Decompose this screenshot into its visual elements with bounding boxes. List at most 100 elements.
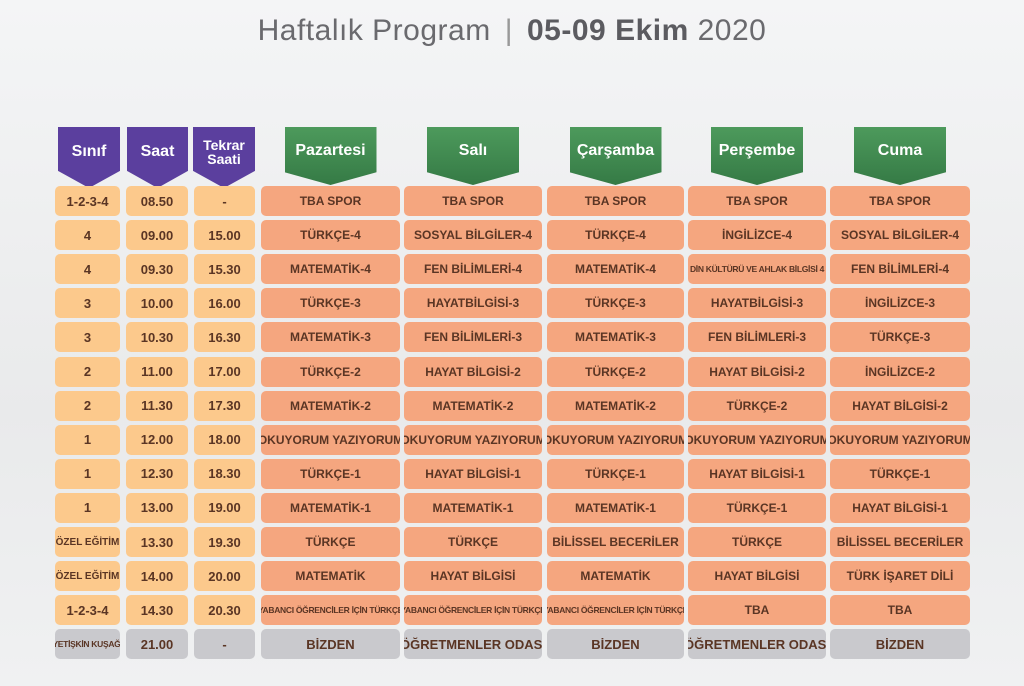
cell-day-0: TÜRKÇE — [261, 527, 400, 557]
cell-day-1: HAYATBİLGİSİ-3 — [404, 288, 542, 319]
cell-day-0: MATEMATİK-1 — [261, 492, 400, 523]
cell-saat: 10.30 — [126, 322, 188, 353]
title-year: 2020 — [697, 14, 767, 47]
cell-day-2: MATEMATİK-3 — [547, 322, 684, 353]
cell-day-1: TBA SPOR — [404, 186, 542, 216]
cell-day-1: TÜRKÇE — [404, 527, 542, 557]
cell-tekrar: 15.00 — [194, 220, 255, 251]
cell-tekrar: 15.30 — [194, 254, 255, 285]
cell-day-2: TÜRKÇE-2 — [547, 356, 684, 387]
header-day-0: Pazartesi — [284, 127, 377, 185]
cell-day-4: TÜRKÇE-1 — [830, 458, 970, 489]
cell-day-1: HAYAT BİLGİSİ-1 — [404, 458, 542, 489]
cell-sinif: 1-2-3-4 — [55, 186, 120, 216]
cell-sinif: 2 — [55, 390, 120, 421]
cell-day-2: MATEMATİK-4 — [547, 254, 684, 285]
cell-day-0: MATEMATİK-3 — [261, 322, 400, 353]
cell-tekrar: 18.00 — [194, 424, 255, 455]
cell-day-0: MATEMATİK-4 — [261, 254, 400, 285]
cell-saat: 12.00 — [126, 424, 188, 455]
cell-day-4: TBA SPOR — [830, 186, 970, 216]
cell-day-0: TÜRKÇE-4 — [261, 220, 400, 251]
cell-saat: 21.00 — [126, 629, 188, 660]
cell-day-3: ÖĞRETMENLER ODASI — [688, 629, 826, 660]
cell-day-0: YABANCI ÖĞRENCİLER İÇİN TÜRKÇE — [261, 595, 400, 626]
cell-tekrar: - — [194, 186, 255, 216]
cell-day-0: TÜRKÇE-1 — [261, 458, 400, 489]
cell-day-0: MATEMATİK-2 — [261, 390, 400, 421]
cell-day-3: HAYAT BİLGİSİ-2 — [688, 356, 826, 387]
cell-day-2: TÜRKÇE-3 — [547, 288, 684, 319]
cell-tekrar: 18.30 — [194, 458, 255, 489]
title-prefix: Haftalık Program — [257, 14, 491, 47]
cell-day-0: OKUYORUM YAZIYORUM — [261, 424, 400, 455]
cell-tekrar: 17.30 — [194, 390, 255, 421]
cell-day-2: BİZDEN — [547, 629, 684, 660]
cell-day-2: MATEMATİK-2 — [547, 390, 684, 421]
cell-day-3: OKUYORUM YAZIYORUM — [688, 424, 826, 455]
cell-saat: 11.00 — [126, 356, 188, 387]
cell-sinif: ÖZEL EĞİTİM — [55, 527, 120, 557]
cell-day-0: MATEMATİK — [261, 561, 400, 592]
header-day-1: Salı — [427, 127, 519, 185]
cell-sinif: ÖZEL EĞİTİM — [55, 561, 120, 592]
cell-day-0: TÜRKÇE-3 — [261, 288, 400, 319]
cell-day-1: HAYAT BİLGİSİ-2 — [404, 356, 542, 387]
cell-day-3: TÜRKÇE-2 — [688, 390, 826, 421]
cell-sinif: 4 — [55, 254, 120, 285]
cell-saat: 11.30 — [126, 390, 188, 421]
cell-day-2: MATEMATİK-1 — [547, 492, 684, 523]
cell-day-4: SOSYAL BİLGİLER-4 — [830, 220, 970, 251]
cell-day-2: OKUYORUM YAZIYORUM — [547, 424, 684, 455]
cell-tekrar: 16.30 — [194, 322, 255, 353]
cell-day-1: YABANCI ÖĞRENCİLER İÇİN TÜRKÇE — [404, 595, 542, 626]
cell-saat: 12.30 — [126, 458, 188, 489]
cell-day-1: OKUYORUM YAZIYORUM — [404, 424, 542, 455]
cell-day-2: TÜRKÇE-1 — [547, 458, 684, 489]
cell-day-2: BİLİSSEL BECERİLER — [547, 527, 684, 557]
cell-sinif: 1 — [55, 492, 120, 523]
cell-day-1: MATEMATİK-2 — [404, 390, 542, 421]
cell-day-1: FEN BİLİMLERİ-4 — [404, 254, 542, 285]
cell-saat: 14.30 — [126, 595, 188, 626]
cell-saat: 13.30 — [126, 527, 188, 557]
cell-day-0: TÜRKÇE-2 — [261, 356, 400, 387]
cell-saat: 13.00 — [126, 492, 188, 523]
header-day-4: Cuma — [854, 127, 946, 185]
cell-day-4: OKUYORUM YAZIYORUM — [830, 424, 970, 455]
cell-sinif: 3 — [55, 288, 120, 319]
cell-sinif: 4 — [55, 220, 120, 251]
cell-day-1: MATEMATİK-1 — [404, 492, 542, 523]
cell-tekrar: 19.30 — [194, 527, 255, 557]
cell-day-3: İNGİLİZCE-4 — [688, 220, 826, 251]
header-sinif: Sınıf — [58, 127, 120, 188]
header-saat: Saat — [127, 127, 188, 188]
cell-day-1: SOSYAL BİLGİLER-4 — [404, 220, 542, 251]
header-day-2: Çarşamba — [569, 127, 662, 185]
cell-tekrar: 20.30 — [194, 595, 255, 626]
cell-day-3: HAYAT BİLGİSİ-1 — [688, 458, 826, 489]
cell-sinif: 3 — [55, 322, 120, 353]
cell-day-2: MATEMATİK — [547, 561, 684, 592]
cell-day-4: TÜRK İŞARET DİLİ — [830, 561, 970, 592]
cell-saat: 09.00 — [126, 220, 188, 251]
cell-sinif: 1 — [55, 424, 120, 455]
cell-day-3: TÜRKÇE-1 — [688, 492, 826, 523]
cell-saat: 10.00 — [126, 288, 188, 319]
cell-day-4: BİLİSSEL BECERİLER — [830, 527, 970, 557]
cell-day-4: HAYAT BİLGİSİ-2 — [830, 390, 970, 421]
cell-day-4: TBA — [830, 595, 970, 626]
cell-day-3: HAYAT BİLGİSİ — [688, 561, 826, 592]
cell-day-0: BİZDEN — [261, 629, 400, 660]
cell-day-2: TBA SPOR — [547, 186, 684, 216]
cell-day-3: TBA — [688, 595, 826, 626]
cell-day-3: FEN BİLİMLERİ-3 — [688, 322, 826, 353]
cell-sinif: YETİŞKİN KUŞAĞI — [55, 629, 120, 660]
cell-day-2: TÜRKÇE-4 — [547, 220, 684, 251]
cell-day-3: DİN KÜLTÜRÜ VE AHLAK BİLGİSİ 4 — [688, 254, 826, 285]
cell-day-3: HAYATBİLGİSİ-3 — [688, 288, 826, 319]
cell-day-4: İNGİLİZCE-2 — [830, 356, 970, 387]
cell-tekrar: 17.00 — [194, 356, 255, 387]
cell-day-4: FEN BİLİMLERİ-4 — [830, 254, 970, 285]
cell-saat: 14.00 — [126, 561, 188, 592]
